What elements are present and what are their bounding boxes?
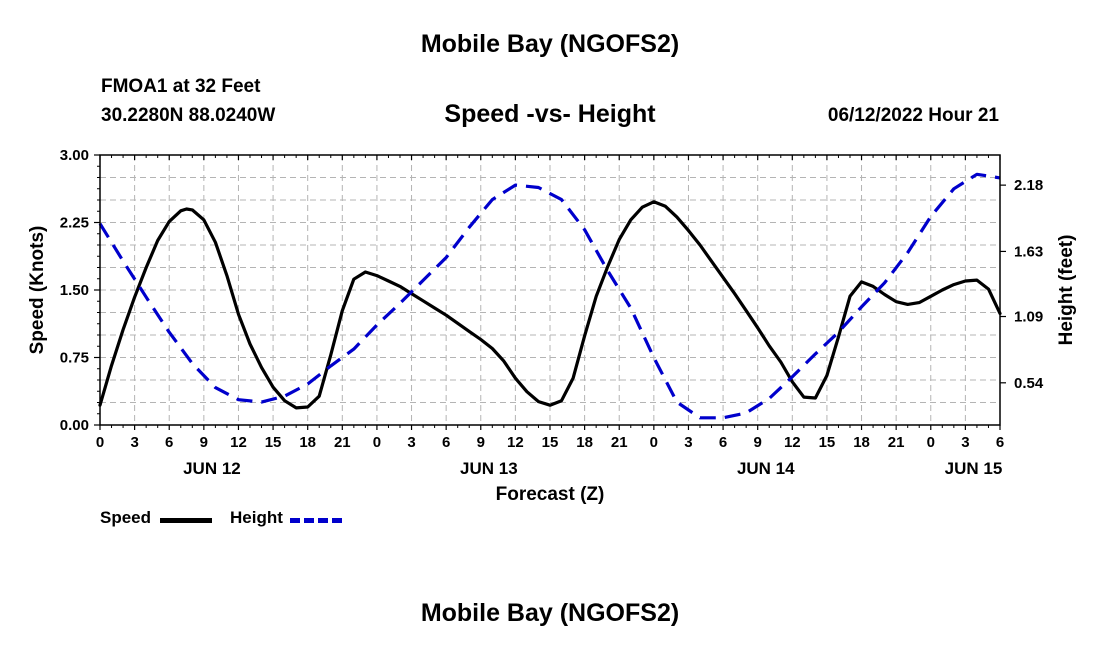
x-tick-label: 3 (961, 434, 969, 451)
x-tick-label: 15 (819, 434, 836, 451)
series-layer (98, 172, 1002, 420)
x-tick-label: 6 (442, 434, 450, 451)
legend-speed-line (160, 518, 212, 523)
x-tick-label: 0 (927, 434, 935, 451)
x-tick-label: 15 (542, 434, 559, 451)
day-label: JUN 12 (183, 459, 241, 478)
day-label: JUN 13 (460, 459, 518, 478)
y-tick-label: 0.75 (60, 350, 89, 367)
chart-main-title: Mobile Bay (NGOFS2) (420, 30, 680, 58)
forecast-datetime: 06/12/2022 Hour 21 (827, 105, 999, 126)
x-tick-label: 0 (373, 434, 381, 451)
legend-height-line (290, 518, 342, 523)
x-tick-label: 9 (754, 434, 762, 451)
station-coordinates: 30.2280N 88.0240W (101, 105, 276, 126)
x-tick-label: 3 (407, 434, 415, 451)
y2-tick-label: 0.54 (1014, 375, 1044, 392)
series-line-speed (98, 200, 1002, 410)
legend-height-label: Height (230, 508, 283, 527)
x-tick-label: 6 (165, 434, 173, 451)
x-tick-label: 3 (684, 434, 692, 451)
day-label: JUN 14 (737, 459, 795, 478)
x-axis-title: Forecast (Z) (496, 484, 605, 505)
y2-axis-title: Height (feet) (1056, 235, 1077, 346)
y2-tick-label: 1.09 (1014, 309, 1043, 326)
x-tick-label: 18 (576, 434, 593, 451)
legend-speed-label: Speed (100, 508, 152, 527)
y-axis-title: Speed (Knots) (27, 226, 48, 355)
day-label: JUN 15 (945, 459, 1003, 478)
y-tick-label: 0.00 (60, 417, 89, 434)
x-tick-label: 9 (477, 434, 485, 451)
chart-subtitle: Speed -vs- Height (444, 100, 656, 128)
x-tick-label: 6 (996, 434, 1004, 451)
x-tick-label: 3 (130, 434, 138, 451)
x-tick-label: 6 (719, 434, 727, 451)
x-tick-label: 18 (853, 434, 870, 451)
x-tick-label: 21 (334, 434, 351, 451)
y2-tick-label: 2.18 (1014, 177, 1043, 194)
grid (100, 155, 1000, 425)
x-tick-label: 12 (784, 434, 801, 451)
x-tick-label: 18 (299, 434, 316, 451)
x-tick-label: 12 (230, 434, 247, 451)
x-tick-label: 15 (265, 434, 282, 451)
x-tick-label: 21 (888, 434, 905, 451)
x-tick-label: 21 (611, 434, 628, 451)
axes: 0 3 6 9 12 15 18 21 0 3 6 9 12 15 18 21 0 3 6 9 12 15 18 21 0 3 6J… (27, 147, 1077, 505)
x-tick-label: 0 (650, 434, 658, 451)
y-tick-label: 2.25 (60, 215, 89, 232)
series-line-height (98, 172, 1001, 420)
secondary-chart-title: Mobile Bay (NGOFS2) (420, 599, 680, 627)
x-tick-label: 9 (200, 434, 208, 451)
station-label: FMOA1 at 32 Feet (101, 76, 261, 97)
y2-tick-label: 1.63 (1014, 243, 1043, 260)
y-tick-label: 3.00 (60, 147, 89, 164)
x-tick-label: 0 (96, 434, 104, 451)
y-tick-label: 1.50 (60, 282, 89, 299)
x-tick-label: 12 (507, 434, 524, 451)
